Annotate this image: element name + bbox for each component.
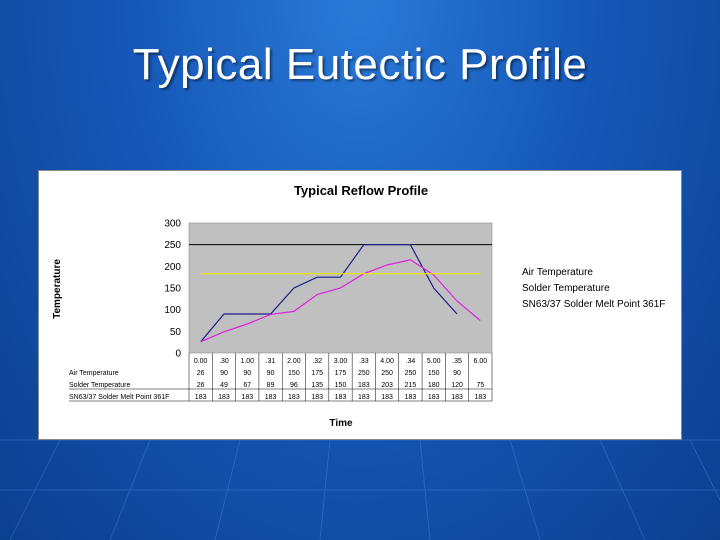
table-cell: 183 <box>335 394 347 401</box>
chart-title: Typical Reflow Profile <box>294 183 428 198</box>
y-tick-label: 50 <box>170 327 182 338</box>
table-cell: 183 <box>428 394 440 401</box>
table-cell: 215 <box>405 382 417 389</box>
table-cell: 26 <box>197 382 205 389</box>
table-cell: 183 <box>265 394 277 401</box>
x-tick-label: 5.00 <box>427 358 441 365</box>
table-cell: 150 <box>428 370 440 377</box>
table-cell: 90 <box>220 370 228 377</box>
table-cell: 150 <box>335 382 347 389</box>
series-line-0 <box>200 244 458 343</box>
x-tick-label: 4.00 <box>380 358 394 365</box>
table-cell: 183 <box>358 382 370 389</box>
table-cell: 183 <box>451 394 463 401</box>
table-cell: 67 <box>243 382 251 389</box>
x-tick-label: 1.00 <box>240 358 254 365</box>
table-cell: 90 <box>243 370 251 377</box>
table-row-label: Solder Temperature <box>69 382 130 389</box>
legend-entry: Air Temperature <box>522 267 593 278</box>
table-cell: 183 <box>405 394 417 401</box>
x-tick-label: .30 <box>219 358 229 365</box>
reflow-chart: Typical Reflow Profile Temperature Time … <box>52 183 665 429</box>
table-cell: 250 <box>405 370 417 377</box>
x-tick-label: 3.00 <box>334 358 348 365</box>
table-cell: 180 <box>428 382 440 389</box>
x-axis-label: Time <box>329 418 353 429</box>
table-cell: 96 <box>290 382 298 389</box>
table-cell: 183 <box>241 394 253 401</box>
x-tick-label: 2.00 <box>287 358 301 365</box>
table-row-label: Air Temperature <box>69 370 119 377</box>
table-cell: 183 <box>195 394 207 401</box>
y-axis-label: Temperature <box>52 259 63 319</box>
table-cell: 135 <box>311 382 323 389</box>
table-cell: 89 <box>267 382 275 389</box>
legend-entry: SN63/37 Solder Melt Point 361F <box>522 299 665 310</box>
slide-title: Typical Eutectic Profile <box>132 40 588 89</box>
legend-entry: Solder Temperature <box>522 283 610 294</box>
series-line-1 <box>200 259 481 343</box>
x-tick-label: 6.00 <box>474 358 488 365</box>
table-cell: 183 <box>218 394 230 401</box>
x-tick-label: .33 <box>359 358 369 365</box>
table-cell: 120 <box>451 382 463 389</box>
table-cell: 150 <box>288 370 300 377</box>
table-cell: 90 <box>453 370 461 377</box>
table-cell: 49 <box>220 382 228 389</box>
y-tick-label: 200 <box>164 262 181 273</box>
y-tick-label: 250 <box>164 240 181 251</box>
x-tick-label: .32 <box>312 358 322 365</box>
y-tick-label: 150 <box>164 284 181 295</box>
x-tick-label: 0.00 <box>194 358 208 365</box>
x-tick-label: .35 <box>452 358 462 365</box>
table-cell: 26 <box>197 370 205 377</box>
x-tick-label: .34 <box>406 358 416 365</box>
table-cell: 75 <box>476 382 484 389</box>
table-cell: 250 <box>358 370 370 377</box>
table-cell: 175 <box>335 370 347 377</box>
table-cell: 175 <box>311 370 323 377</box>
table-cell: 203 <box>381 382 393 389</box>
table-cell: 183 <box>288 394 300 401</box>
y-tick-label: 100 <box>164 305 181 316</box>
x-tick-label: .31 <box>266 358 276 365</box>
y-tick-label: 0 <box>175 349 181 360</box>
table-cell: 250 <box>381 370 393 377</box>
table-row-label: SN63/37 Solder Melt Point 361F <box>69 394 169 401</box>
table-cell: 183 <box>311 394 323 401</box>
table-cell: 183 <box>475 394 487 401</box>
y-tick-label: 300 <box>164 219 181 230</box>
chart-panel: Typical Reflow Profile Temperature Time … <box>38 170 682 440</box>
table-cell: 183 <box>358 394 370 401</box>
table-cell: 90 <box>267 370 275 377</box>
table-cell: 183 <box>381 394 393 401</box>
